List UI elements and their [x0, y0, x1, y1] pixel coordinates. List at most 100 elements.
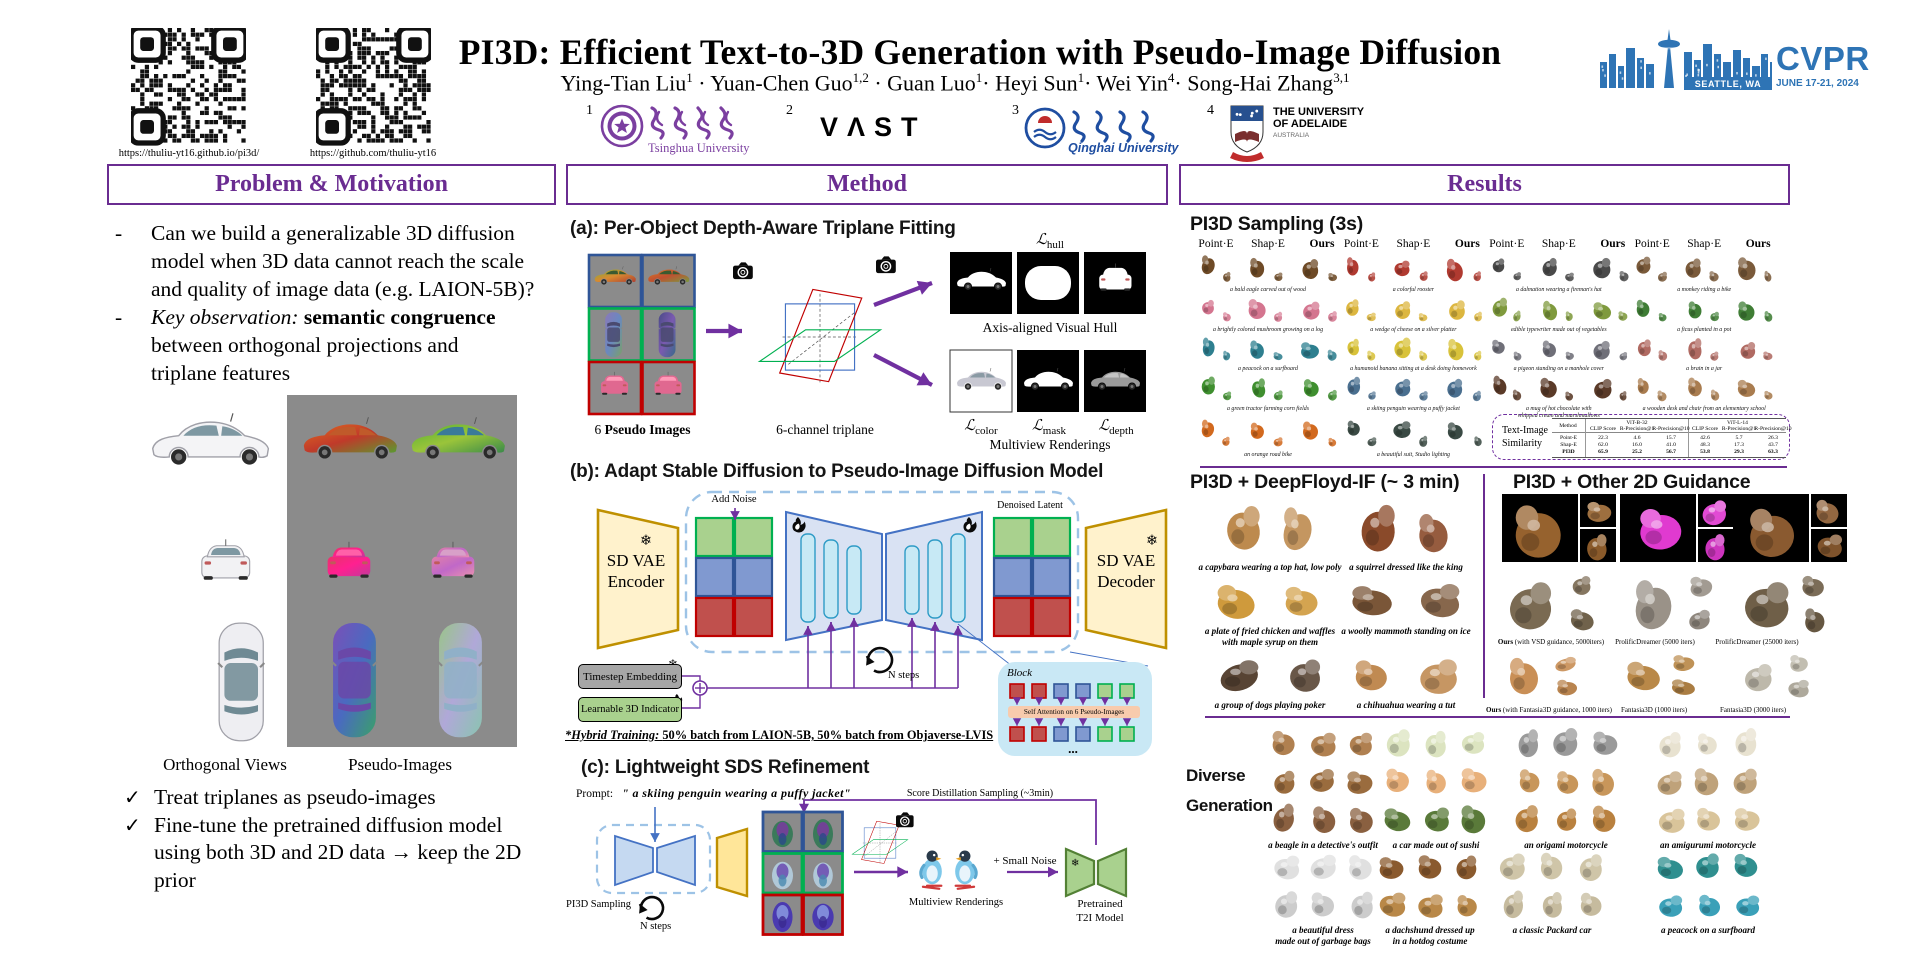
diverse-thumb: [1350, 807, 1373, 833]
sample-thumb-small: [1619, 391, 1627, 401]
diverse-thumb: [1461, 732, 1485, 754]
sample-thumb-small: [1618, 311, 1628, 321]
diverse-caption: an amigurumi motorcycle: [1659, 840, 1756, 850]
sampling-method-header-1-2: Ours: [1454, 238, 1480, 250]
label-loss-hull: ℒhull: [1010, 230, 1090, 251]
affiliation-1-name: VΛST: [820, 112, 927, 142]
tis-col-4: CLIP Score: [1691, 426, 1719, 432]
deepfloyd-thumb: [1217, 585, 1255, 619]
qr-code-project-icon: [128, 25, 249, 146]
diverse-thumb: [1349, 855, 1372, 880]
label-pretrained-t2i: Pretrained T2I Model: [1076, 898, 1124, 924]
bullet-item-1: - Key observation: semantic congruence be…: [115, 303, 555, 387]
author-sep-3: ·: [1084, 70, 1097, 96]
column-header-problem: Problem & Motivation: [107, 164, 556, 205]
sample-thumb-small: [1658, 313, 1667, 322]
diverse-thumb: [1461, 805, 1486, 834]
sample-thumb: [1447, 378, 1463, 398]
sampling-caption: a brain in a jar: [1686, 366, 1723, 372]
sample-thumb-small: [1223, 350, 1231, 361]
sample-thumb: [1593, 340, 1610, 360]
tis-cell-2-1: 25.2: [1632, 448, 1642, 455]
guidance-thumb-small: [1673, 655, 1695, 671]
sampling-method-header-2-0: Point·E: [1489, 238, 1525, 250]
checkmark-icon-0: ✓: [124, 785, 141, 809]
sample-thumb: [1740, 341, 1756, 359]
check-1-seg-1: →: [390, 840, 412, 864]
guidance-thumb-small: [1811, 494, 1847, 527]
sample-thumb-small: [1763, 351, 1773, 361]
sample-thumb: [1348, 420, 1361, 436]
sample-thumb-small: [1274, 272, 1283, 282]
deepfloyd-thumb: [1352, 586, 1392, 616]
label-prompt: Prompt:: [576, 788, 614, 800]
sample-thumb-small: [1367, 350, 1376, 361]
deepfloyd-thumb: [1283, 507, 1312, 551]
loss-hull-sub: hull: [1046, 239, 1064, 251]
diverse-caption: a classic Packard car: [1512, 925, 1592, 935]
sample-thumb-small: [1513, 351, 1522, 361]
diverse-caption: a peacock on a surfboard: [1661, 925, 1755, 935]
sample-thumb-small: [1368, 391, 1377, 400]
diverse-thumb: [1456, 855, 1477, 880]
guidance-thumb-small: [1805, 607, 1825, 632]
deepfloyd-caption: a plate of fried chicken and waffles wit…: [1204, 626, 1336, 647]
diverse-thumb: [1699, 894, 1721, 917]
label-loss-color: ℒcolor: [946, 416, 1016, 437]
tis-col-5: R-Precision@1: [1721, 426, 1757, 432]
deepfloyd-thumb: [1420, 584, 1460, 618]
sample-thumb-small: [1420, 271, 1429, 281]
sample-thumb: [1593, 257, 1611, 279]
diverse-thumb: [1579, 854, 1602, 881]
sample-thumb-small: [1419, 350, 1428, 361]
cvpr-dates: JUNE 17-21, 2024: [1776, 78, 1859, 89]
sample-thumb-small: [1565, 351, 1574, 360]
sample-thumb-small: [1419, 313, 1428, 322]
author-3-affil-sup: 1: [1077, 70, 1085, 85]
label-sds: Score Distillation Sampling (~3min): [906, 788, 1054, 799]
sample-thumb-small: [1419, 391, 1429, 401]
diverse-thumb: [1310, 768, 1334, 792]
label-block: Block: [1007, 667, 1033, 679]
bullet-dash-1: -: [115, 305, 123, 329]
tis-group-1: ViT-L-14: [1727, 419, 1748, 426]
diverse-thumb: [1351, 891, 1373, 919]
label-n-steps-c: N steps: [640, 921, 672, 932]
sample-thumb: [1347, 338, 1360, 356]
sample-thumb: [1685, 258, 1701, 278]
check-text-1: Fine-tune the pretrained diffusion model…: [154, 812, 521, 895]
diverse-thumb: [1311, 892, 1335, 917]
sample-thumb-small: [1513, 272, 1521, 281]
page-title: PI3D: Efficient Text-to-3D Generation wi…: [458, 32, 1502, 72]
sampling-caption: a ficus planted in a pot: [1677, 327, 1732, 333]
cvpr-logo: CVPR SEATTLE, WA JUNE 17-21, 2024: [1600, 24, 1885, 96]
check-item-1: ✓ Fine-tune the pretrained diffusion mode…: [124, 812, 569, 895]
diverse-thumb: [1273, 803, 1294, 832]
label-multiview-renderings-c: Multiview Renderings: [908, 897, 1004, 908]
guidance-thumb-small: [1580, 494, 1616, 527]
cvpr-name: CVPR: [1776, 40, 1870, 77]
sample-thumb-small: [1368, 272, 1376, 282]
author-0: Ying-Tian Liu: [560, 70, 687, 96]
sample-thumb-small: [1512, 310, 1521, 322]
label-n-steps-b: N steps: [888, 670, 920, 681]
sample-thumb: [1638, 339, 1651, 357]
affiliation-3-name: THE UNIVERSITY OF ADELAIDE: [1273, 106, 1365, 130]
sample-thumb-small: [1328, 273, 1338, 282]
tis-cell-2-5: 63.3: [1768, 448, 1778, 455]
sample-thumb: [1492, 258, 1505, 273]
diverse-thumb: [1457, 894, 1477, 917]
triplane-car-figure-image: [151, 395, 517, 747]
tis-cell-1-2: 41.0: [1666, 441, 1676, 448]
diverse-caption: an origami motorcycle: [1524, 840, 1608, 850]
sample-thumb-small: [1273, 352, 1283, 361]
sample-thumb: [1542, 340, 1556, 358]
sampling-caption: an orange road bike: [1244, 452, 1292, 458]
sample-thumb: [1447, 258, 1464, 282]
tis-cell-0-3: 42.6: [1700, 434, 1710, 441]
bullet-1-seg-2: between orthogonal projections and tripl…: [151, 333, 459, 385]
diverse-thumb: [1425, 730, 1446, 758]
sampling-method-header-1-0: Point·E: [1343, 238, 1379, 250]
sample-thumb-small: [1512, 389, 1521, 401]
guidance-heading: PI3D + Other 2D Guidance: [1513, 471, 1751, 493]
